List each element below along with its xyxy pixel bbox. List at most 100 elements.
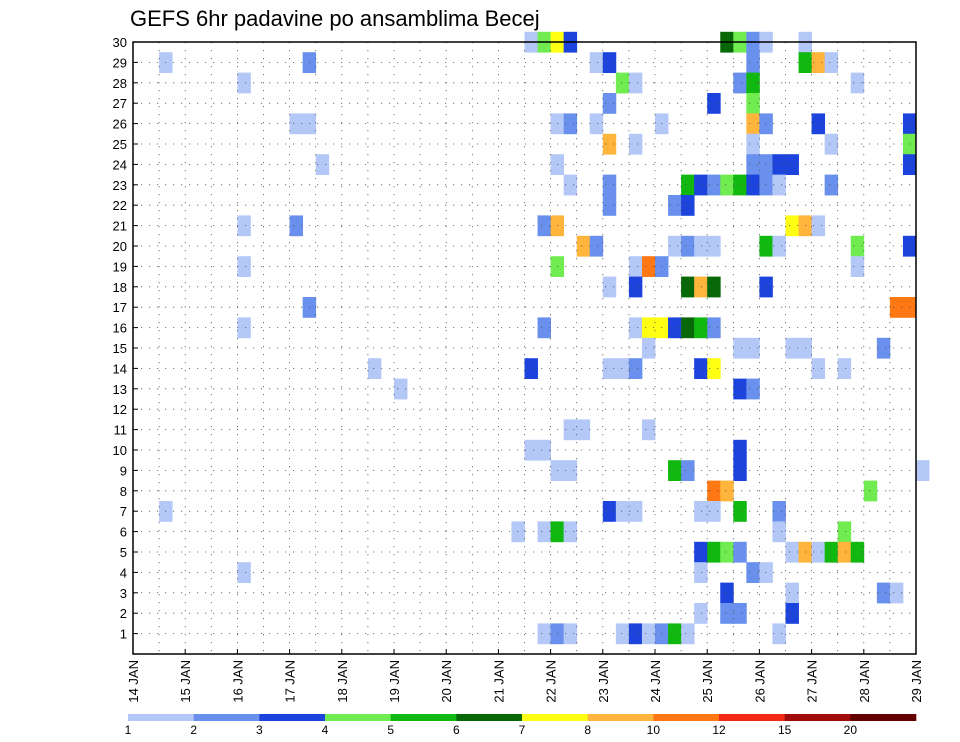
- heatmap-cell: [746, 93, 760, 114]
- heatmap-cell: [811, 358, 826, 379]
- heatmap-cell: [237, 256, 251, 277]
- heatmap-cell: [772, 623, 786, 645]
- heatmap-cell: [746, 52, 760, 73]
- colorbar-segment: [784, 714, 851, 721]
- heatmap-cell: [746, 154, 760, 175]
- colorbar-label: 4: [322, 723, 329, 737]
- heatmap-cell: [628, 317, 643, 339]
- heatmap-cell: [681, 623, 695, 645]
- heatmap-cell: [811, 52, 826, 73]
- x-tick-label: 18 JAN: [335, 660, 350, 703]
- heatmap-cell: [824, 174, 839, 196]
- heatmap-cell: [746, 113, 760, 135]
- colorbar-segment: [325, 714, 391, 721]
- y-tick-label: 10: [113, 443, 127, 458]
- x-tick-label: 27 JAN: [805, 660, 820, 703]
- heatmap-cell: [628, 256, 643, 277]
- colorbar-segment: [719, 714, 785, 721]
- heatmap-cell: [850, 235, 865, 257]
- x-tick-label: 15 JAN: [178, 660, 193, 703]
- heatmap-cell: [668, 195, 682, 216]
- heatmap-cell: [615, 358, 630, 379]
- heatmap-cell: [681, 460, 695, 481]
- heatmap-cell: [707, 276, 721, 298]
- y-tick-label: 28: [113, 76, 127, 91]
- heatmap-cell: [641, 337, 656, 359]
- heatmap-cell: [707, 480, 721, 502]
- heatmap-cell: [772, 154, 786, 175]
- heatmap-cell: [628, 623, 643, 645]
- heatmap-cell: [628, 358, 643, 379]
- heatmap-cell: [772, 501, 786, 522]
- x-tick-label: 25 JAN: [700, 660, 715, 703]
- y-tick-label: 12: [113, 402, 127, 417]
- chart-title: GEFS 6hr padavine po ansamblima Becej: [130, 6, 540, 31]
- heatmap-cell: [681, 174, 695, 196]
- colorbar-label: 10: [647, 723, 661, 737]
- heatmap-cell: [811, 541, 826, 563]
- heatmap-cell: [707, 541, 721, 563]
- y-tick-label: 1: [120, 627, 127, 642]
- heatmap-cell: [694, 276, 708, 298]
- heatmap-cell: [876, 337, 891, 359]
- y-tick-label: 11: [114, 423, 128, 438]
- heatmap-cell: [733, 337, 747, 359]
- heatmap-cell: [628, 133, 643, 155]
- heatmap-cell: [641, 256, 656, 277]
- heatmap-cell: [837, 541, 852, 563]
- heatmap-cell: [315, 154, 330, 175]
- heatmap-cell: [589, 235, 604, 257]
- y-tick-label: 13: [113, 382, 127, 397]
- colorbar-label: 12: [712, 723, 726, 737]
- x-tick-label: 14 JAN: [126, 660, 141, 703]
- heatmap-cell: [602, 133, 617, 155]
- heatmap-cell: [694, 358, 708, 379]
- heatmap-cell: [537, 317, 551, 339]
- y-tick-label: 21: [113, 219, 127, 234]
- heatmap-cell: [889, 297, 904, 318]
- heatmap-cell: [707, 93, 721, 114]
- heatmap-cell: [733, 439, 747, 461]
- heatmap-cell: [707, 235, 721, 257]
- heatmap-cell: [563, 623, 578, 645]
- heatmap-cell: [602, 93, 617, 114]
- heatmap-cell: [785, 337, 799, 359]
- y-tick-label: 16: [113, 321, 127, 336]
- y-tick-label: 26: [113, 117, 127, 132]
- colorbar-label: 6: [453, 723, 460, 737]
- heatmap-cell: [785, 582, 799, 604]
- colorbar: 1 2 3 4 5 6 7 8 10 12 15 20: [125, 714, 917, 737]
- heatmap-cell: [707, 501, 721, 522]
- heatmap-cell: [850, 72, 865, 94]
- heatmap-cell: [681, 195, 695, 216]
- y-tick-label: 25: [113, 137, 127, 152]
- heatmap-cell: [524, 358, 538, 379]
- heatmap-cell: [746, 72, 760, 94]
- y-tick-label: 19: [113, 259, 127, 274]
- heatmap-cell: [811, 215, 826, 237]
- colorbar-label: 3: [256, 723, 263, 737]
- heatmap-cells: [159, 31, 930, 645]
- heatmap-cell: [641, 317, 656, 339]
- heatmap-cell: [394, 378, 408, 400]
- heatmap-cell: [602, 358, 617, 379]
- heatmap-cell: [367, 358, 382, 379]
- heatmap-cell: [602, 195, 617, 216]
- y-tick-label: 3: [120, 586, 127, 601]
- y-tick-label: 17: [113, 300, 127, 315]
- heatmap-cell: [537, 623, 551, 645]
- x-tick-label: 22 JAN: [544, 660, 559, 703]
- heatmap-cell: [668, 460, 682, 481]
- heatmap-cell: [707, 174, 721, 196]
- heatmap-cell: [850, 541, 865, 563]
- heatmap-cell: [681, 276, 695, 298]
- colorbar-segment: [390, 714, 457, 721]
- heatmap-cell: [720, 603, 734, 624]
- heatmap-cell: [785, 541, 799, 563]
- heatmap-cell: [524, 439, 538, 461]
- heatmap-cell: [916, 460, 930, 481]
- heatmap-cell: [628, 501, 643, 522]
- heatmap-cell: [824, 541, 839, 563]
- heatmap-cell: [694, 541, 708, 563]
- heatmap-cell: [733, 72, 747, 94]
